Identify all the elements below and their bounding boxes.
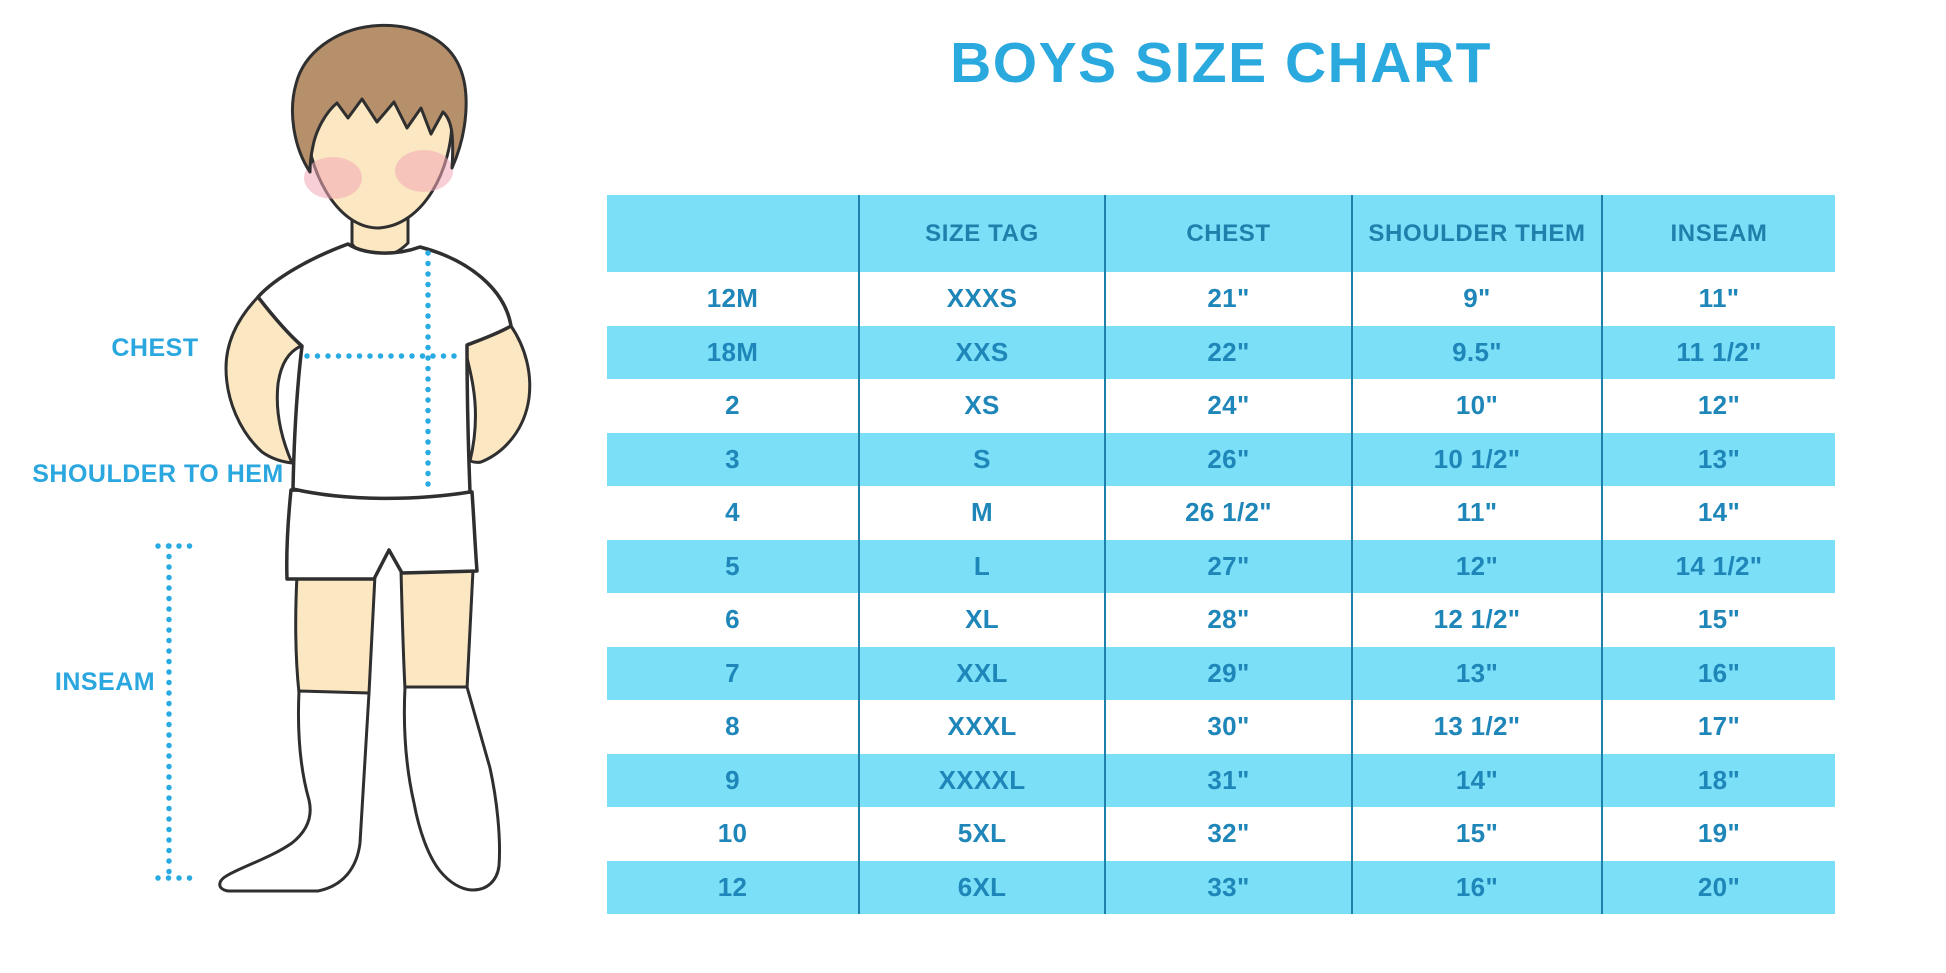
table-cell: 9"	[1351, 272, 1601, 326]
table-cell: 11"	[1601, 272, 1835, 326]
table-cell: 31"	[1104, 753, 1351, 807]
table-cell: 14 1/2"	[1601, 539, 1835, 593]
boy-measurement-illustration	[155, 23, 532, 893]
table-cell: 22"	[1104, 325, 1351, 379]
left-arm	[224, 295, 303, 465]
t-shirt	[256, 242, 513, 501]
table-cell: 11"	[1351, 486, 1601, 540]
table-cell: 12 1/2"	[1351, 593, 1601, 647]
shoulder-to-hem-label: SHOULDER TO HEM	[32, 460, 284, 488]
table-cell: 5	[607, 539, 858, 593]
header-cell: SHOULDER THEM	[1351, 195, 1601, 272]
right-blush	[395, 150, 453, 192]
table-cell: XXL	[858, 646, 1104, 700]
table-cell: 15"	[1351, 807, 1601, 861]
left-blush	[304, 157, 362, 199]
table-cell: XXXL	[858, 700, 1104, 754]
right-leg	[399, 568, 475, 691]
table-cell: 30"	[1104, 700, 1351, 754]
table-cell: 11 1/2"	[1601, 325, 1835, 379]
table-cell: 12	[607, 860, 858, 914]
header-cell: SIZE TAG	[858, 195, 1104, 272]
right-arm	[464, 324, 532, 464]
table-cell: M	[858, 486, 1104, 540]
table-cell: 14"	[1601, 486, 1835, 540]
table-cell: XXXXL	[858, 753, 1104, 807]
table-cell: 29"	[1104, 646, 1351, 700]
table-cell: S	[858, 432, 1104, 486]
table-cell: 15"	[1601, 593, 1835, 647]
size-table: SIZE TAG CHEST SHOULDER THEM INSEAM 12M XXXS 2…	[607, 195, 1835, 914]
left-sock	[218, 689, 371, 893]
hair	[290, 23, 468, 174]
table-cell: XXS	[858, 325, 1104, 379]
table-cell: XXXS	[858, 272, 1104, 326]
table-cell: 18"	[1601, 753, 1835, 807]
table-cell: XL	[858, 593, 1104, 647]
table-cell: 18M	[607, 325, 858, 379]
table-cell: 33"	[1104, 860, 1351, 914]
table-cell: 14"	[1351, 753, 1601, 807]
table-cell: 13 1/2"	[1351, 700, 1601, 754]
table-cell: 13"	[1601, 432, 1835, 486]
inseam-label: INSEAM	[54, 668, 156, 696]
table-cell: 12M	[706, 283, 759, 314]
table-cell: 16"	[1351, 860, 1601, 914]
table-cell: 19"	[1601, 807, 1835, 861]
table-cell: 8	[725, 711, 740, 742]
table-cell: 32"	[1104, 807, 1351, 861]
table-cell: 26 1/2"	[1104, 486, 1351, 540]
table-cell: XS	[858, 379, 1104, 433]
table-cell: 24"	[1104, 379, 1351, 433]
table-cell: 26"	[1104, 432, 1351, 486]
table-cell: 9.5"	[1351, 325, 1601, 379]
table-cell: 10"	[1351, 379, 1601, 433]
chest-label: CHEST	[111, 334, 199, 362]
header-cell: CHEST	[1104, 195, 1351, 272]
table-cell: 27"	[1104, 539, 1351, 593]
table-cell: 10 1/2"	[1351, 432, 1601, 486]
header-cell: INSEAM	[1601, 195, 1835, 272]
table-cell: 3	[607, 432, 858, 486]
table-cell: 9	[607, 753, 858, 807]
table-cell: 6XL	[858, 860, 1104, 914]
table-cell: 28"	[1104, 593, 1351, 647]
table-cell: 5XL	[858, 807, 1104, 861]
table-cell: 20"	[1601, 860, 1835, 914]
table-cell: 17"	[1601, 700, 1835, 754]
table-cell: 6	[725, 604, 740, 635]
table-cell: 4	[725, 497, 740, 528]
left-leg	[294, 573, 377, 695]
table-cell: 12"	[1601, 379, 1835, 433]
right-sock	[402, 685, 502, 892]
table-cell: 13"	[1351, 646, 1601, 700]
table-cell: L	[858, 539, 1104, 593]
page-title: BOYS SIZE CHART	[950, 31, 1492, 95]
table-cell: 2	[725, 390, 740, 421]
table-cell: 21"	[1104, 272, 1351, 326]
table-cell: 10	[717, 818, 748, 849]
shorts	[284, 488, 479, 581]
table-cell: 12"	[1351, 539, 1601, 593]
table-cell: 7	[607, 646, 858, 700]
table-cell: 16"	[1601, 646, 1835, 700]
header-cell-empty	[607, 195, 858, 272]
